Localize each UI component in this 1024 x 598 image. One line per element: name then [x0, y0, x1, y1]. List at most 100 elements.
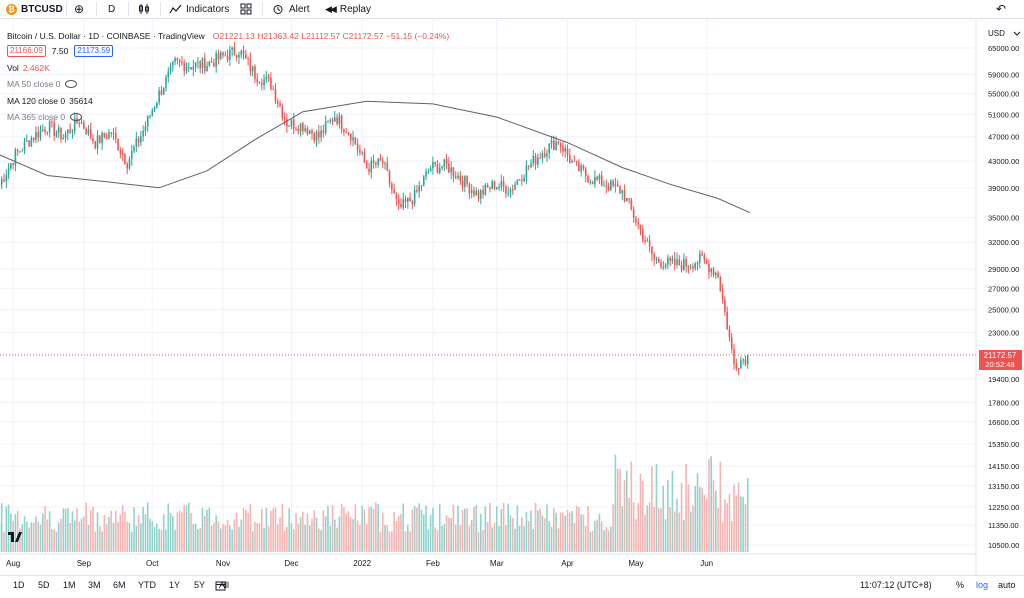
volume-bar — [78, 522, 80, 552]
volume-bar — [480, 514, 482, 552]
candle-body — [350, 134, 352, 140]
range-button-1y[interactable]: 1Y — [169, 580, 180, 590]
candle-body — [348, 133, 350, 134]
volume-label: Vol — [7, 63, 19, 73]
volume-bar — [288, 508, 290, 552]
range-button-1m[interactable]: 1M — [63, 580, 76, 590]
volume-bar — [300, 517, 302, 552]
candle-body — [1, 179, 3, 184]
volume-bar — [368, 507, 370, 552]
ma365-visibility-eye-icon[interactable] — [70, 113, 82, 121]
volume-bar — [348, 511, 350, 552]
candle-body — [44, 130, 46, 133]
volume-bar — [560, 512, 562, 552]
volume-bar — [647, 505, 649, 552]
candle-body — [352, 137, 354, 140]
volume-bar — [567, 510, 569, 552]
candle-body — [628, 198, 630, 199]
volume-bar — [494, 523, 496, 552]
range-button-1d[interactable]: 1D — [13, 580, 25, 590]
candle-body — [653, 254, 655, 259]
volume-bar — [161, 530, 163, 552]
undo-icon[interactable]: ↶ — [996, 2, 1006, 16]
chart-type-candles-icon[interactable] — [138, 2, 150, 16]
volume-bar — [448, 517, 450, 552]
candle-body — [297, 129, 299, 132]
volume-bar — [106, 524, 108, 552]
candle-body — [368, 169, 370, 172]
open-value: 21221.13 — [219, 31, 254, 41]
candle-body — [8, 168, 10, 175]
candle-body — [407, 198, 409, 203]
volume-bar — [510, 515, 512, 552]
volume-bar — [329, 526, 331, 552]
volume-bar — [626, 471, 628, 552]
symbol-search-button[interactable]: ₿ BTCUSD — [6, 2, 63, 16]
compare-add-icon[interactable]: ⊕ — [74, 2, 84, 16]
volume-bar — [692, 506, 694, 552]
toolbar-divider — [66, 2, 67, 16]
range-button-5y[interactable]: 5Y — [194, 580, 205, 590]
candle-body — [742, 359, 744, 360]
price-tick-label: 39000.00 — [988, 184, 1019, 193]
auto-scale-toggle[interactable]: auto — [998, 580, 1016, 590]
candle-body — [542, 153, 544, 158]
volume-bar — [724, 499, 726, 552]
volume-bar — [628, 498, 630, 552]
candle-body — [428, 172, 430, 173]
log-scale-toggle[interactable]: log — [976, 580, 988, 590]
volume-bar — [434, 527, 436, 552]
ma50-visibility-eye-icon[interactable] — [65, 80, 77, 88]
range-button-5d[interactable]: 5D — [38, 580, 50, 590]
candle-body — [690, 266, 692, 267]
volume-bar — [101, 532, 103, 552]
range-button-3m[interactable]: 3M — [88, 580, 101, 590]
volume-bar — [585, 526, 587, 552]
volume-bar — [31, 522, 33, 552]
templates-grid-icon[interactable] — [240, 2, 252, 16]
price-tick-label: 10500.00 — [988, 541, 1019, 550]
candle-body — [683, 259, 685, 270]
percent-scale-toggle[interactable]: % — [956, 580, 964, 590]
volume-bar — [603, 530, 605, 552]
ask-price-button[interactable]: 21173.59 — [74, 45, 113, 57]
candle-body — [594, 177, 596, 184]
candle-body — [56, 133, 58, 136]
volume-bar — [371, 506, 373, 552]
volume-bar — [469, 526, 471, 552]
interval-button[interactable]: D — [108, 2, 115, 16]
candle-body — [658, 259, 660, 263]
candle-body — [355, 137, 357, 144]
range-button-ytd[interactable]: YTD — [138, 580, 156, 590]
volume-bar — [501, 509, 503, 552]
volume-bar — [220, 528, 222, 552]
indicators-button[interactable]: Indicators — [169, 2, 229, 16]
candle-body — [145, 126, 147, 131]
volume-bar — [355, 504, 357, 552]
symbol-title: Bitcoin / U.S. Dollar · 1D · COINBASE · … — [7, 31, 205, 41]
volume-bar — [713, 480, 715, 552]
candle-body — [475, 191, 477, 195]
candle-body — [626, 198, 628, 201]
bid-price-button[interactable]: 21166.09 — [7, 45, 46, 57]
candle-body — [117, 139, 119, 150]
volume-bar — [113, 523, 115, 552]
volume-bar — [35, 517, 37, 552]
candle-body — [494, 181, 496, 188]
candle-body — [619, 187, 621, 194]
volume-bar — [409, 532, 411, 552]
candle-body — [548, 144, 550, 154]
volume-bar — [594, 521, 596, 552]
volume-bar — [88, 525, 90, 552]
price-tick-label: 32000.00 — [988, 238, 1019, 247]
alert-button[interactable]: Alert — [272, 2, 310, 16]
range-button-6m[interactable]: 6M — [113, 580, 126, 590]
replay-button[interactable]: ◀◀ Replay — [325, 2, 371, 16]
candle-body — [375, 163, 377, 164]
clock-timezone-button[interactable]: 11:07:12 (UTC+8) — [860, 580, 932, 590]
candle-body — [90, 129, 92, 138]
candle-body — [501, 181, 503, 187]
goto-date-calendar-icon[interactable] — [215, 580, 226, 593]
volume-bar — [206, 510, 208, 552]
candle-body — [5, 175, 7, 181]
